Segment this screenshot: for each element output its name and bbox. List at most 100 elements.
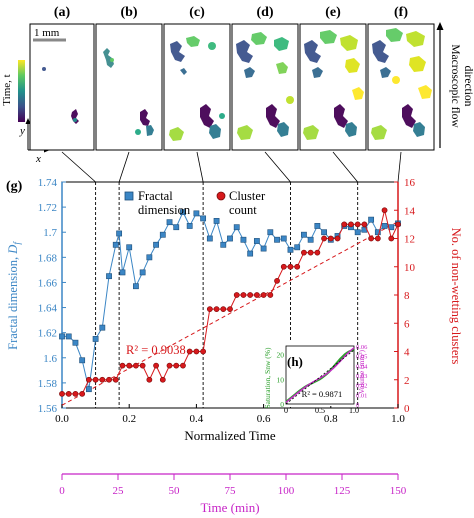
bottom-tick-label: 0.8	[324, 413, 338, 425]
fractal-point	[200, 215, 207, 222]
left-axis: 1.56 1.58 1.6 1.62 1.64 1.66 1.68 1.7 1.72 1.74	[38, 177, 66, 415]
cluster-point	[374, 235, 381, 242]
cluster-point	[112, 376, 119, 383]
connector-line	[196, 151, 204, 183]
fractal-point	[227, 235, 233, 242]
fractal-point	[193, 210, 200, 217]
snapshot-panel-b: (b)	[95, 5, 163, 151]
cluster-point	[213, 306, 220, 313]
cluster-point	[388, 235, 395, 242]
fractal-point	[106, 273, 112, 280]
inset-fit-line	[285, 349, 355, 405]
cluster-point	[294, 263, 301, 270]
cluster-point	[267, 292, 274, 298]
fractal-point	[247, 250, 254, 257]
y-axis-label-right: No. of non-wetting clusters	[449, 228, 463, 365]
time-tick-label: 25	[113, 485, 125, 497]
chart-g: (g) 1.561.581.61.621.641.661.681.71.721.…	[6, 151, 463, 443]
left-tick-label: 1.62	[38, 328, 57, 340]
inset-left-tick-label: 10	[277, 375, 285, 384]
bottom-tick-label: 0.2	[122, 413, 136, 425]
time-tick-label: 0	[59, 485, 65, 497]
cluster-point	[287, 263, 294, 270]
legend-label-cluster-line2: count	[229, 203, 257, 217]
inset-x-tick-label: 0	[284, 406, 288, 415]
left-tick-label: 1.74	[38, 177, 58, 189]
colorbar	[18, 60, 25, 122]
connector-line	[118, 151, 130, 183]
left-tick-label: 1.68	[38, 252, 58, 264]
cluster-point	[233, 292, 240, 298]
fractal-point	[301, 231, 307, 238]
cluster-point	[220, 306, 227, 313]
left-tick-label: 1.72	[38, 202, 57, 214]
colorbar-label: Time, t	[1, 74, 13, 105]
cluster-point	[200, 348, 207, 355]
cluster-point	[301, 249, 307, 256]
legend-label-cluster-line1: Cluster	[229, 189, 266, 203]
snapshot-panel-c: (c)	[163, 5, 231, 151]
cluster-point	[153, 362, 159, 369]
cluster-point	[85, 376, 92, 383]
fractal-point	[280, 235, 287, 242]
inset-left-tick-label: 0	[280, 400, 284, 409]
cluster-point	[133, 362, 139, 369]
cluster-point	[314, 249, 321, 256]
series-cluster-count	[59, 207, 401, 397]
time-tick-label: 75	[225, 485, 237, 497]
fractal-point	[294, 244, 301, 251]
time-tick-label: 100	[278, 485, 295, 497]
x-axis-label: Normalized Time	[184, 428, 276, 443]
y-axis-label-left: Fractal dimension, Df	[6, 241, 22, 350]
cluster-point	[280, 263, 287, 270]
snapshot-panel-e: (e)	[299, 5, 367, 151]
inset-frame	[285, 345, 355, 405]
right-tick-label: 0	[404, 403, 410, 415]
cluster-point	[106, 376, 112, 383]
cluster-point	[59, 390, 65, 397]
fractal-point	[133, 283, 139, 290]
inset-curve	[285, 347, 355, 405]
fractal-point	[180, 209, 186, 216]
right-axis: 0 2 4 6 8 10 12 14 16	[394, 177, 416, 415]
cluster-point	[159, 376, 166, 383]
time-tick-label: 125	[334, 485, 351, 497]
cluster-point	[381, 207, 388, 214]
fractal-point	[321, 229, 327, 236]
fractal-point	[92, 336, 99, 342]
bottom-axis: 0.0 0.2 0.4 0.6 0.8 1.0	[55, 404, 405, 425]
left-tick-label: 1.7	[43, 227, 57, 239]
cluster-point	[139, 362, 146, 369]
y-arrow-head	[25, 118, 31, 124]
cluster-point	[166, 362, 173, 369]
inset-h: (h) R² = 0.9871 0 0.5 1.00102000.010.020.0…	[263, 340, 368, 415]
right-tick-label: 2	[404, 375, 410, 387]
panel-label-c: (c)	[189, 5, 205, 20]
panel-connectors	[61, 151, 402, 183]
bottom-tick-label: 0.6	[257, 413, 271, 425]
cluster-point	[72, 390, 79, 397]
fractal-point	[146, 254, 153, 261]
flow-label-line2: direction	[462, 66, 474, 107]
fractal-point	[368, 216, 375, 223]
fractal-point	[112, 241, 119, 248]
cluster-point	[65, 390, 72, 397]
scale-bar-label: 1 mm	[34, 27, 60, 39]
fractal-point	[85, 386, 92, 393]
fractal-point	[119, 269, 126, 276]
fractal-point	[166, 219, 173, 226]
legend-marker-cluster	[216, 191, 226, 201]
left-tick-label: 1.64	[38, 303, 58, 315]
fractal-point	[260, 245, 267, 252]
fractal-point	[206, 235, 213, 242]
cluster-point	[193, 348, 200, 355]
inset-y-label-right: Volume (mm³)	[357, 350, 366, 394]
connector-line	[397, 151, 402, 183]
right-tick-label: 12	[404, 234, 415, 246]
right-tick-label: 14	[404, 205, 416, 217]
axis-y-label: y	[19, 125, 25, 137]
inset-left-tick-label: 20	[277, 351, 285, 360]
cluster-point	[92, 376, 99, 383]
panel-label-a: (a)	[54, 5, 71, 20]
